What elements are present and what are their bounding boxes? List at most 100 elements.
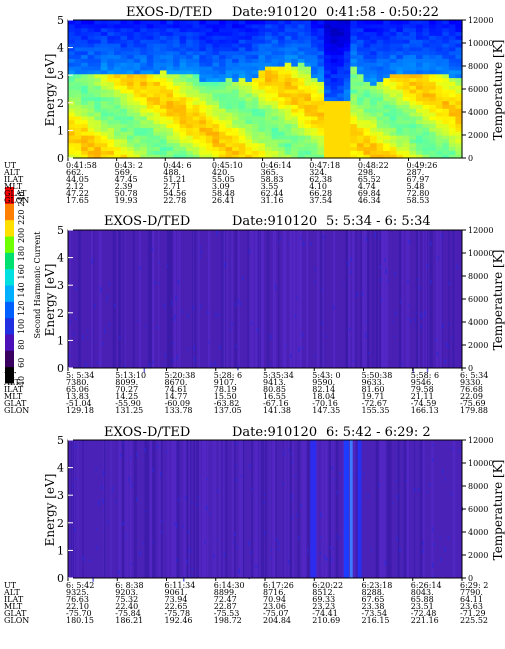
row-value: 186.21 — [115, 616, 143, 625]
heatmap-stripe — [407, 230, 409, 368]
heatmap-stripe — [92, 230, 95, 368]
heatmap-cell — [455, 146, 463, 151]
heatmap-cell — [278, 23, 286, 29]
heatmap-stripe — [172, 440, 176, 578]
heatmap-cell — [127, 31, 135, 36]
heatmap-speck — [321, 321, 323, 326]
heatmap-cell — [356, 131, 365, 136]
heatmap-cell — [258, 69, 266, 75]
row-label: GLAT — [4, 399, 27, 408]
heatmap-stripe — [405, 230, 408, 368]
heatmap-cell — [435, 23, 443, 29]
heatmap-cell — [107, 115, 115, 121]
row-value: 9590. — [312, 378, 335, 387]
heatmap-cell — [113, 43, 122, 48]
heatmap-cell — [363, 146, 371, 151]
heatmap-cell — [304, 73, 312, 79]
heatmap-speck — [193, 345, 195, 351]
heatmap-cell — [205, 43, 214, 48]
heatmap-cell — [133, 142, 141, 148]
colorbar-tick-label: 200 — [17, 228, 26, 243]
heatmap-cell — [68, 89, 76, 94]
heatmap-stripe — [289, 230, 293, 368]
heatmap-cell — [324, 43, 332, 48]
heatmap-speck — [352, 359, 355, 361]
heatmap-stripe — [254, 440, 257, 578]
heatmap-cell — [265, 73, 273, 79]
heatmap-cell — [100, 154, 108, 159]
heatmap-cell — [219, 85, 227, 90]
heatmap-cell — [422, 150, 430, 155]
heatmap-cell — [271, 27, 279, 33]
heatmap-cell — [297, 100, 305, 105]
heatmap-cell — [153, 50, 161, 56]
heatmap-speck — [145, 510, 147, 513]
heatmap-cell — [370, 92, 378, 98]
heatmap-speck — [119, 335, 121, 339]
heatmap-speck — [199, 246, 201, 249]
heatmap-cell — [363, 115, 371, 121]
heatmap-cell — [212, 69, 220, 75]
heatmap-speck — [148, 363, 151, 369]
heatmap-cell — [370, 20, 378, 25]
heatmap-cell — [107, 62, 115, 67]
heatmap-cell — [284, 123, 292, 128]
heatmap-cell — [317, 108, 325, 113]
heatmap-cell — [192, 123, 200, 128]
heatmap-cell — [159, 31, 168, 36]
row-value: 37.54 — [309, 196, 332, 205]
row-value: -73.54 — [362, 609, 388, 618]
heatmap-speck — [135, 452, 138, 458]
heatmap-stripe — [304, 440, 306, 578]
heatmap-cell — [402, 43, 411, 48]
heatmap-speck — [287, 559, 290, 565]
heatmap-cell — [324, 119, 332, 125]
heatmap-cell — [166, 35, 174, 40]
heatmap-stripe — [255, 230, 258, 368]
row-value: 6: 5:42 — [66, 581, 94, 590]
heatmap-cell — [324, 39, 332, 44]
heatmap-speck — [362, 472, 365, 476]
heatmap-cell — [153, 142, 161, 148]
heatmap-cell — [186, 50, 194, 56]
heatmap-cell — [159, 96, 168, 102]
heatmap-cell — [396, 89, 404, 94]
heatmap-cell — [455, 138, 463, 144]
heatmap-cell — [350, 135, 358, 140]
heatmap-speck — [229, 328, 232, 332]
heatmap-cell — [219, 112, 227, 117]
heatmap-speck — [250, 321, 253, 325]
heatmap-cell — [100, 112, 108, 117]
row-value: 18.04 — [312, 392, 335, 401]
heatmap-cell — [245, 35, 253, 40]
heatmap-cell — [284, 46, 292, 52]
heatmap-stripe — [333, 230, 336, 368]
heatmap-speck — [319, 551, 321, 555]
heatmap-cell — [304, 150, 312, 155]
heatmap-stripe — [196, 440, 199, 578]
heatmap-cell — [153, 100, 161, 105]
heatmap-cell — [94, 150, 102, 155]
y2-tick-label: 12000 — [468, 226, 493, 235]
heatmap-cell — [192, 112, 200, 117]
heatmap-cell — [205, 119, 214, 125]
heatmap-cell — [68, 112, 76, 117]
heatmap-cell — [435, 77, 443, 82]
heatmap-cell — [94, 104, 102, 109]
heatmap-cell — [127, 85, 135, 90]
heatmap-cell — [291, 85, 299, 90]
heatmap-cell — [317, 50, 325, 56]
heatmap-cell — [343, 27, 351, 33]
heatmap-cell — [133, 96, 141, 102]
heatmap-cell — [330, 66, 338, 71]
row-value: 23.06 — [263, 602, 286, 611]
heatmap-cell — [205, 54, 214, 59]
heatmap-cell — [337, 31, 345, 36]
heatmap-cell — [376, 43, 384, 48]
heatmap-cell — [442, 131, 450, 136]
heatmap-cell — [317, 131, 325, 136]
heatmap-cell — [389, 112, 397, 117]
heatmap-cell — [370, 108, 378, 113]
heatmap-cell — [192, 23, 200, 29]
